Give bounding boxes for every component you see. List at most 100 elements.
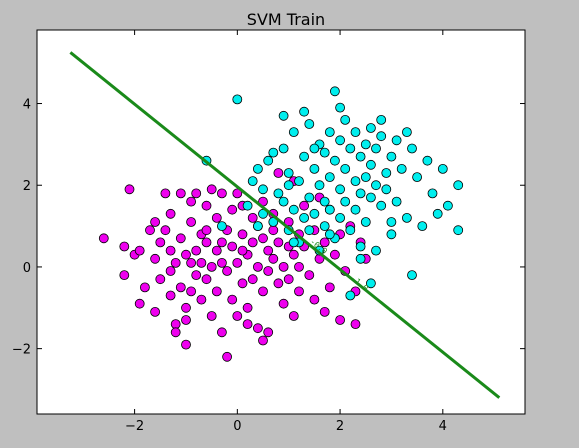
scatter-point-magenta: [206, 184, 217, 195]
scatter-point-magenta: [206, 261, 217, 272]
scatter-point-cyan: [278, 196, 289, 207]
scatter-point-cyan: [360, 139, 371, 150]
scatter-point-cyan: [335, 212, 346, 223]
scatter-point-magenta: [288, 249, 299, 260]
scatter-point-cyan: [360, 172, 371, 183]
scatter-point-cyan: [345, 225, 356, 236]
scatter-point-cyan: [407, 143, 417, 154]
scatter-point-magenta: [350, 319, 361, 330]
scatter-point-cyan: [401, 127, 412, 138]
scatter-point-cyan: [453, 225, 464, 236]
scatter-point-cyan: [252, 221, 263, 232]
scatter-point-cyan: [386, 217, 397, 227]
scatter-point-cyan: [324, 204, 335, 215]
scatter-point-magenta: [191, 188, 202, 199]
scatter-point-magenta: [237, 229, 248, 240]
scatter-point-magenta: [211, 286, 222, 297]
scatter-point-magenta: [119, 241, 130, 252]
scatter-point-magenta: [232, 311, 243, 321]
scatter-point-cyan: [252, 163, 263, 174]
scatter-point-magenta: [216, 237, 227, 248]
scatter-point-magenta: [160, 225, 171, 236]
scatter-point-magenta: [227, 294, 238, 305]
scatter-point-magenta: [175, 233, 186, 244]
scatter-point-magenta: [319, 237, 330, 248]
scatter-point-cyan: [422, 155, 433, 166]
scatter-point-magenta: [263, 327, 274, 338]
scatter-point-cyan: [242, 200, 253, 211]
x-tick-label: 2: [336, 419, 344, 434]
x-tick-label: 4: [439, 419, 447, 434]
scatter-point-magenta: [273, 278, 284, 289]
scatter-point-magenta: [160, 188, 171, 199]
decision-boundary-layer: [69, 51, 501, 399]
scatter-point-magenta: [268, 253, 279, 264]
tick-labels: −2 0 2 4 −2 0 2 4: [12, 98, 447, 434]
scatter-point-cyan: [335, 102, 346, 113]
scatter-point-cyan: [283, 180, 294, 191]
scatter-point-magenta: [258, 286, 268, 297]
scatter-point-magenta: [155, 274, 166, 285]
scatter-point-magenta: [335, 315, 346, 325]
x-tick-label: 0: [233, 419, 241, 434]
scatter-point-magenta: [201, 274, 212, 285]
scatter-point-cyan: [371, 180, 381, 191]
scatter-point-cyan: [391, 196, 402, 207]
scatter-point-cyan: [437, 163, 448, 174]
scatter-point-cyan: [350, 176, 361, 187]
scatter-point-magenta: [145, 225, 155, 236]
scatter-point-cyan: [365, 278, 376, 289]
scatter-point-magenta: [206, 311, 217, 321]
scatter-point-magenta: [170, 319, 181, 330]
scatter-point-cyan: [365, 123, 376, 133]
scatter-point-cyan: [350, 204, 361, 215]
scatter-point-magenta: [181, 302, 191, 313]
scatter-point-cyan: [376, 115, 387, 125]
scatter-point-cyan: [345, 143, 356, 154]
scatter-point-magenta: [242, 302, 253, 313]
scatter-point-cyan: [355, 241, 366, 252]
scatter-point-cyan: [386, 151, 397, 162]
scatter-point-cyan: [268, 147, 279, 158]
scatter-point-cyan: [319, 221, 330, 232]
scatter-point-magenta: [150, 253, 161, 264]
scatter-point-magenta: [227, 204, 238, 215]
scatter-point-cyan: [355, 188, 366, 199]
scatter-point-cyan: [273, 188, 284, 199]
scatter-point-cyan: [319, 147, 330, 158]
scatter-point-cyan: [371, 245, 381, 256]
scatter-point-cyan: [407, 270, 417, 281]
scatter-point-cyan: [294, 176, 304, 187]
scatter-point-magenta: [211, 245, 222, 256]
scatter-point-magenta: [273, 237, 284, 248]
x-tick-label: −2: [125, 419, 144, 434]
scatter-point-magenta: [237, 278, 248, 289]
scatter-point-magenta: [196, 257, 207, 268]
scatter-point-cyan: [309, 163, 320, 174]
scatter-point-magenta: [324, 282, 335, 293]
scatter-point-cyan: [304, 192, 315, 203]
scatter-point-cyan: [278, 143, 289, 154]
scatter-point-cyan: [299, 151, 310, 162]
scatter-point-magenta: [191, 270, 202, 281]
scatter-point-magenta: [150, 306, 161, 317]
scatter-point-magenta: [299, 200, 310, 211]
scatter-point-magenta: [186, 196, 197, 207]
scatter-point-cyan: [309, 143, 320, 154]
scatter-point-cyan: [396, 163, 407, 174]
scatter-point-magenta: [186, 257, 197, 268]
scatter-point-magenta: [263, 245, 274, 256]
scatter-point-cyan: [386, 229, 397, 240]
chart-title: SVM Train: [247, 10, 325, 29]
scatter-point-cyan: [278, 110, 289, 121]
scatter-point-cyan: [417, 221, 428, 232]
scatter-point-cyan: [365, 192, 376, 203]
scatter-point-magenta: [181, 249, 191, 260]
scatter-point-magenta: [242, 319, 253, 330]
scatter-point-magenta: [165, 208, 176, 219]
scatter-point-magenta: [181, 315, 191, 325]
scatter-point-cyan: [288, 204, 299, 215]
scatter-point-magenta: [211, 212, 222, 223]
scatter-point-magenta: [201, 237, 212, 248]
scatter-point-cyan: [329, 155, 340, 166]
